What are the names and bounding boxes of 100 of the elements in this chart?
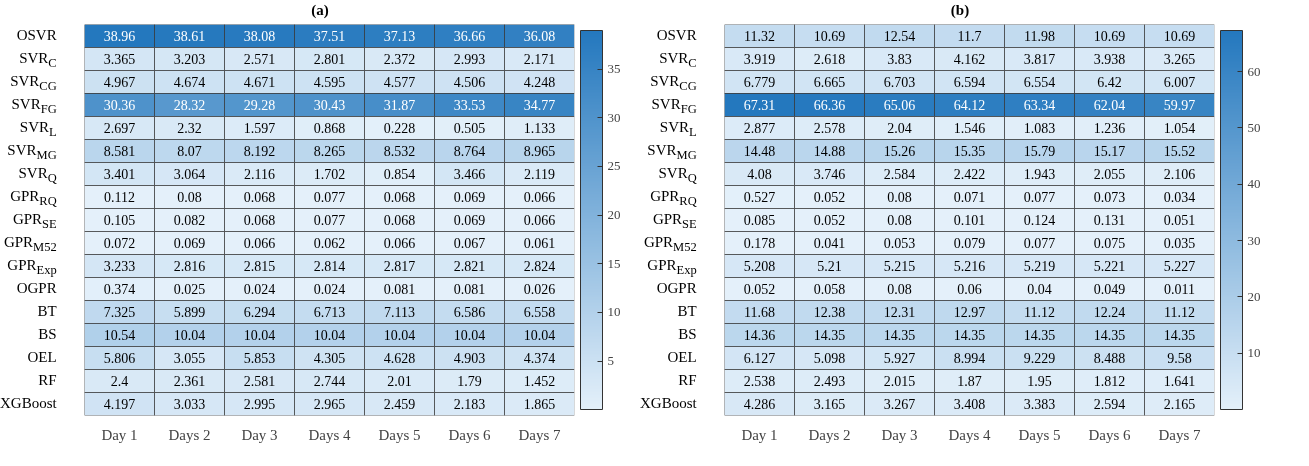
data-label: 0.069 bbox=[453, 190, 486, 205]
data-label: 10.69 bbox=[1163, 29, 1196, 44]
data-label: 3.267 bbox=[883, 397, 916, 412]
data-label: 38.61 bbox=[173, 29, 206, 44]
data-label: 12.31 bbox=[883, 305, 916, 320]
data-label: 14.36 bbox=[743, 328, 776, 343]
data-label: 2.965 bbox=[313, 397, 346, 412]
y-tick-label: SVR$_{MG}$ bbox=[646, 141, 697, 162]
data-label: 5.899 bbox=[173, 305, 206, 320]
data-label: 0.035 bbox=[1163, 236, 1196, 251]
y-tick-label: GPR$_{RQ}$ bbox=[9, 187, 57, 208]
data-label: 2.817 bbox=[383, 259, 416, 274]
data-label: 2.877 bbox=[743, 121, 776, 136]
data-label: 3.466 bbox=[453, 167, 486, 182]
y-tick-label: BS bbox=[37, 325, 57, 344]
data-label: 0.08 bbox=[887, 213, 912, 228]
y-tick-label: SVR$_{Q}$ bbox=[657, 164, 697, 185]
data-label: 30.43 bbox=[313, 98, 346, 113]
data-label: 4.374 bbox=[523, 351, 556, 366]
data-label: 12.54 bbox=[883, 29, 916, 44]
data-label: 2.01 bbox=[387, 374, 412, 389]
data-label: 3.817 bbox=[1023, 52, 1056, 67]
data-label: 0.061 bbox=[523, 236, 556, 251]
data-label: 11.12 bbox=[1024, 305, 1055, 320]
data-label: 0.068 bbox=[383, 213, 416, 228]
y-tick-label: OSVR bbox=[655, 26, 697, 45]
y-tick-label: GPR$_{Exp}$ bbox=[646, 256, 697, 277]
data-label: 2.361 bbox=[173, 374, 206, 389]
data-label: 9.58 bbox=[1167, 351, 1192, 366]
data-label: 0.082 bbox=[173, 213, 206, 228]
data-label: 3.055 bbox=[173, 351, 206, 366]
data-label: 2.578 bbox=[813, 121, 846, 136]
data-label: 14.35 bbox=[953, 328, 986, 343]
data-label: 0.034 bbox=[1163, 190, 1196, 205]
data-label: 4.08 bbox=[747, 167, 772, 182]
data-label: 59.97 bbox=[1163, 98, 1196, 113]
data-label: 5.21 bbox=[817, 259, 842, 274]
color-bar-label: 25 bbox=[607, 158, 621, 174]
data-label: 11.7 bbox=[957, 29, 982, 44]
data-label: 2.04 bbox=[887, 121, 912, 136]
data-label: 0.052 bbox=[743, 282, 776, 297]
y-tick-label: SVR$_{CG}$ bbox=[9, 72, 57, 93]
data-label: 15.79 bbox=[1023, 144, 1056, 159]
y-tick-label: OGPR bbox=[15, 279, 57, 298]
data-label: 2.697 bbox=[103, 121, 136, 136]
data-label: 3.203 bbox=[173, 52, 206, 67]
data-label: 11.68 bbox=[744, 305, 775, 320]
data-label: 5.208 bbox=[743, 259, 776, 274]
data-label: 4.903 bbox=[453, 351, 486, 366]
data-label: 3.746 bbox=[813, 167, 846, 182]
data-label: 1.054 bbox=[1163, 121, 1196, 136]
data-label: 2.106 bbox=[1163, 167, 1196, 182]
x-tick-label: Days 7 bbox=[1158, 426, 1202, 443]
data-label: 14.35 bbox=[883, 328, 916, 343]
data-label: 29.28 bbox=[243, 98, 276, 113]
data-label: 7.325 bbox=[103, 305, 136, 320]
y-tick-label: OSVR bbox=[15, 26, 57, 45]
data-label: 2.815 bbox=[243, 259, 276, 274]
data-label: 1.133 bbox=[523, 121, 556, 136]
data-label: 14.35 bbox=[813, 328, 846, 343]
data-label: 2.171 bbox=[523, 52, 556, 67]
y-tick-label: SVR$_{FG}$ bbox=[10, 95, 57, 116]
data-label: 1.95 bbox=[1027, 374, 1052, 389]
data-label: 37.13 bbox=[383, 29, 416, 44]
chart-title: (a) bbox=[310, 1, 330, 20]
data-label: 0.026 bbox=[523, 282, 556, 297]
data-label: 3.408 bbox=[953, 397, 986, 412]
y-tick-label: SVR$_{C}$ bbox=[18, 49, 57, 70]
data-label: 4.674 bbox=[173, 75, 206, 90]
data-label: 2.581 bbox=[243, 374, 276, 389]
data-label: 2.995 bbox=[243, 397, 276, 412]
data-label: 2.584 bbox=[883, 167, 916, 182]
x-tick-label: Day 3 bbox=[241, 426, 278, 443]
data-label: 67.31 bbox=[743, 98, 776, 113]
color-bar-label: 15 bbox=[607, 255, 621, 271]
data-label: 38.08 bbox=[243, 29, 276, 44]
data-label: 12.38 bbox=[813, 305, 846, 320]
data-label: 1.641 bbox=[1163, 374, 1196, 389]
data-label: 6.665 bbox=[813, 75, 846, 90]
data-label: 2.165 bbox=[1163, 397, 1196, 412]
data-label: 3.401 bbox=[103, 167, 136, 182]
color-bar-label: 40 bbox=[1247, 176, 1261, 192]
data-label: 2.571 bbox=[243, 52, 276, 67]
data-label: 3.919 bbox=[743, 52, 776, 67]
data-label: 4.671 bbox=[243, 75, 276, 90]
data-label: 0.068 bbox=[243, 190, 276, 205]
data-label: 10.04 bbox=[173, 328, 206, 343]
data-label: 0.066 bbox=[243, 236, 276, 251]
data-label: 0.178 bbox=[743, 236, 776, 251]
y-tick-label: OEL bbox=[26, 348, 57, 367]
data-label: 0.071 bbox=[953, 190, 986, 205]
y-tick-label: SVR$_{CG}$ bbox=[649, 72, 697, 93]
data-label: 15.26 bbox=[883, 144, 916, 159]
y-tick-label: GPR$_{Exp}$ bbox=[6, 256, 57, 277]
data-label: 0.077 bbox=[1023, 236, 1056, 251]
y-tick-label: BT bbox=[36, 302, 57, 321]
data-label: 1.236 bbox=[1093, 121, 1126, 136]
data-label: 4.577 bbox=[383, 75, 416, 90]
data-label: 0.374 bbox=[103, 282, 136, 297]
x-tick-label: Days 5 bbox=[378, 426, 421, 443]
